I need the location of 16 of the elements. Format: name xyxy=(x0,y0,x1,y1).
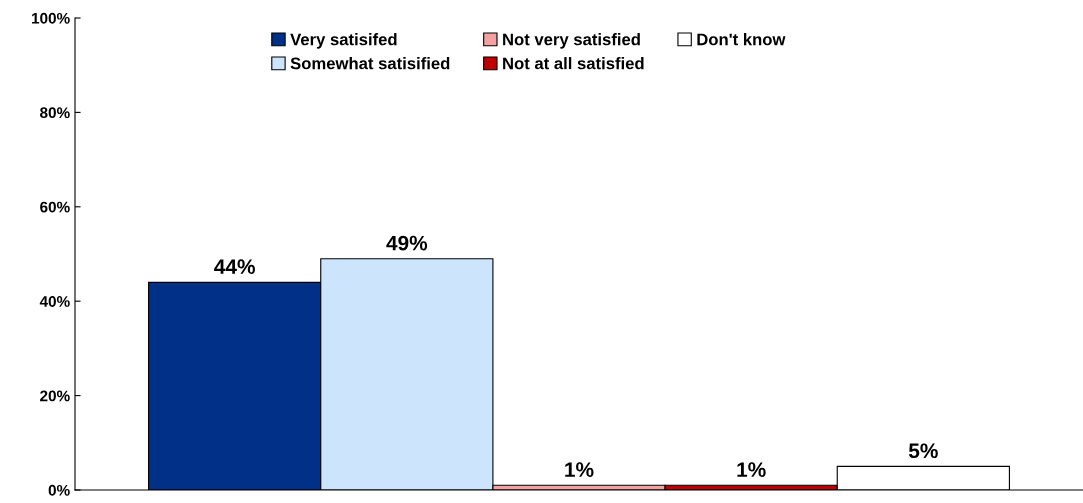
data-label: 5% xyxy=(908,443,938,459)
data-label: 1% xyxy=(737,462,766,477)
legend-label: Very satisifed xyxy=(290,33,397,49)
y-tick-label: 0% xyxy=(48,484,70,496)
y-tick-label: 40% xyxy=(39,296,70,307)
y-tick-label: 100% xyxy=(32,12,70,24)
legend-label: Not at all satisfied xyxy=(503,57,644,70)
data-label: 49% xyxy=(386,235,428,251)
y-tick-label: 20% xyxy=(40,390,70,402)
legend-label: Don't know xyxy=(697,33,786,46)
data-label: 44% xyxy=(214,259,255,274)
legend-label: Not very satisfied xyxy=(503,33,640,49)
y-tick-label: 60% xyxy=(40,201,70,213)
y-tick-label: 80% xyxy=(40,107,70,119)
legend-label: Somewhat satisified xyxy=(290,57,450,70)
data-label: 1% xyxy=(565,462,594,477)
